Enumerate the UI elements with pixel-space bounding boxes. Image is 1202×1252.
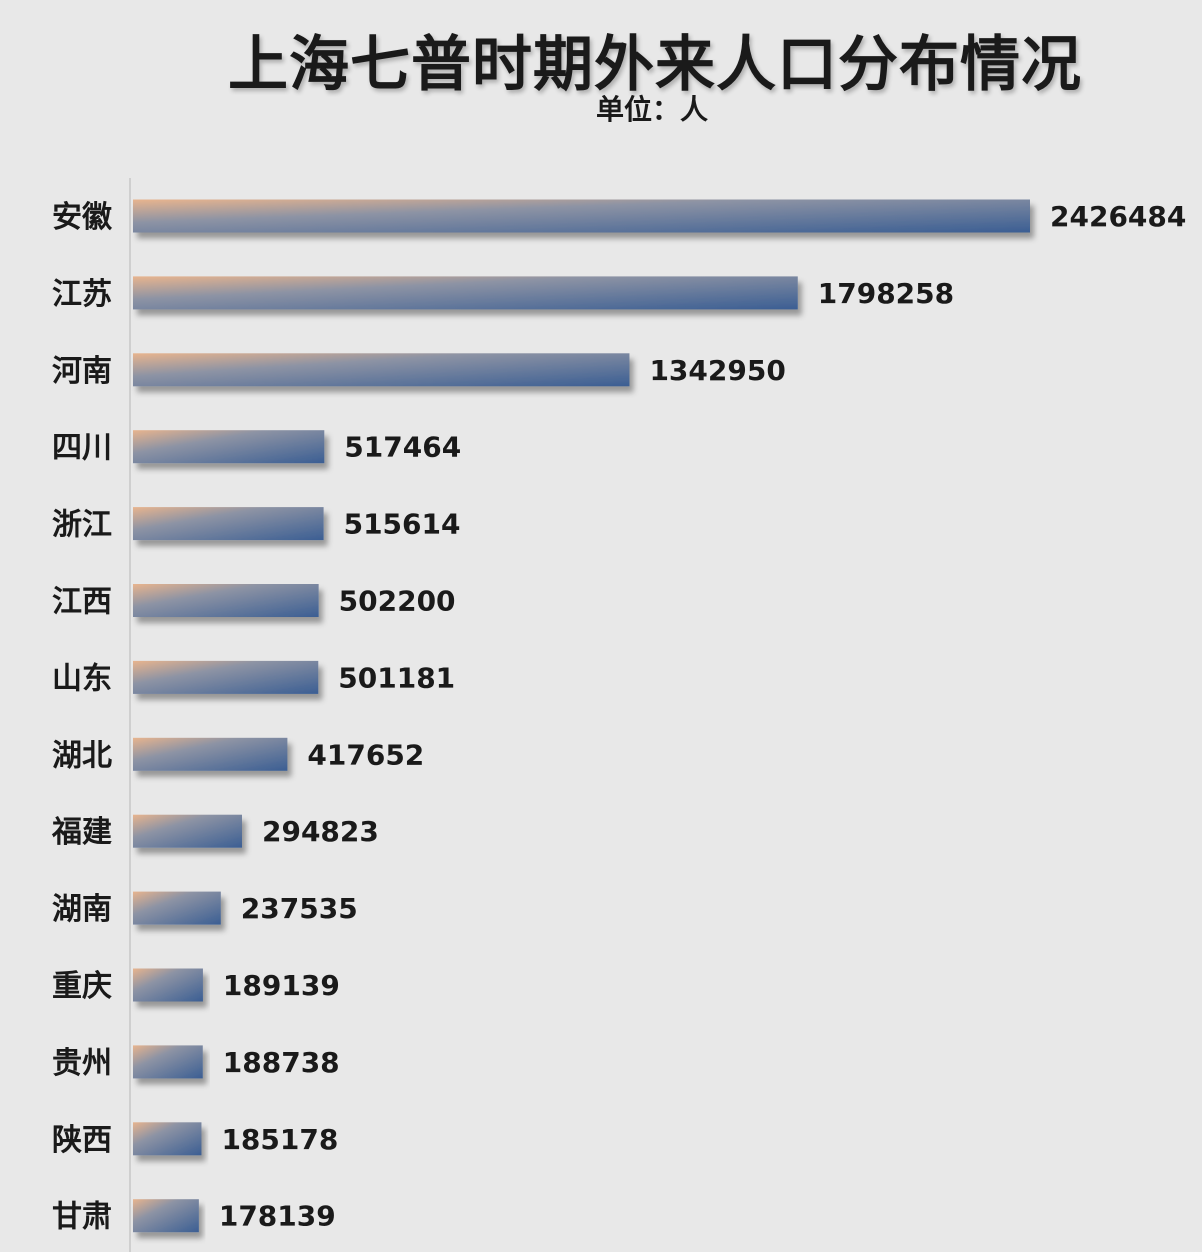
bar [133,430,325,464]
bar [133,1122,202,1156]
data-label: 1342950 [649,354,785,387]
bar [133,891,221,925]
bar [133,507,324,541]
category-label: 陕西 [52,1123,112,1158]
data-label: 417652 [307,738,424,771]
data-label: 178139 [219,1200,336,1233]
category-label: 浙江 [52,508,112,543]
category-label: 湖北 [52,738,112,773]
bar [133,1045,203,1079]
data-label: 237535 [241,892,358,925]
bar [133,814,242,848]
category-label: 甘肃 [52,1200,112,1235]
category-label: 安徽 [52,200,113,235]
category-label: 山东 [52,661,112,696]
bar [133,737,288,771]
category-label: 重庆 [52,969,112,1004]
category-label: 湖南 [52,892,112,927]
bar [133,584,319,617]
category-label: 江苏 [52,277,112,312]
bar [133,353,630,387]
bar [133,1199,199,1233]
data-label: 189139 [223,969,340,1002]
data-label: 502200 [339,585,456,618]
bar [133,660,319,694]
data-label: 2426484 [1050,200,1186,233]
data-label: 294823 [262,815,379,848]
category-label: 福建 [51,815,112,850]
bars-group: 安徽 2426484 江苏 1798258 河南 1342950 四川 517464 浙江 515… [51,199,1186,1235]
category-label: 河南 [52,354,112,389]
category-label: 贵州 [52,1046,112,1081]
bar [133,276,798,310]
data-label: 1798258 [818,277,954,310]
chart-subtitle: 单位：人 [595,93,708,126]
data-label: 517464 [344,431,461,464]
bar [133,968,203,1002]
bar [133,199,1030,233]
data-label: 188738 [223,1046,340,1079]
data-label: 501181 [338,661,455,694]
data-label: 185178 [221,1123,338,1156]
data-label: 515614 [344,508,461,541]
category-label: 江西 [52,585,112,620]
category-label: 四川 [52,431,112,466]
chart-title: 上海七普时期外来人口分布情况 [228,30,1082,100]
